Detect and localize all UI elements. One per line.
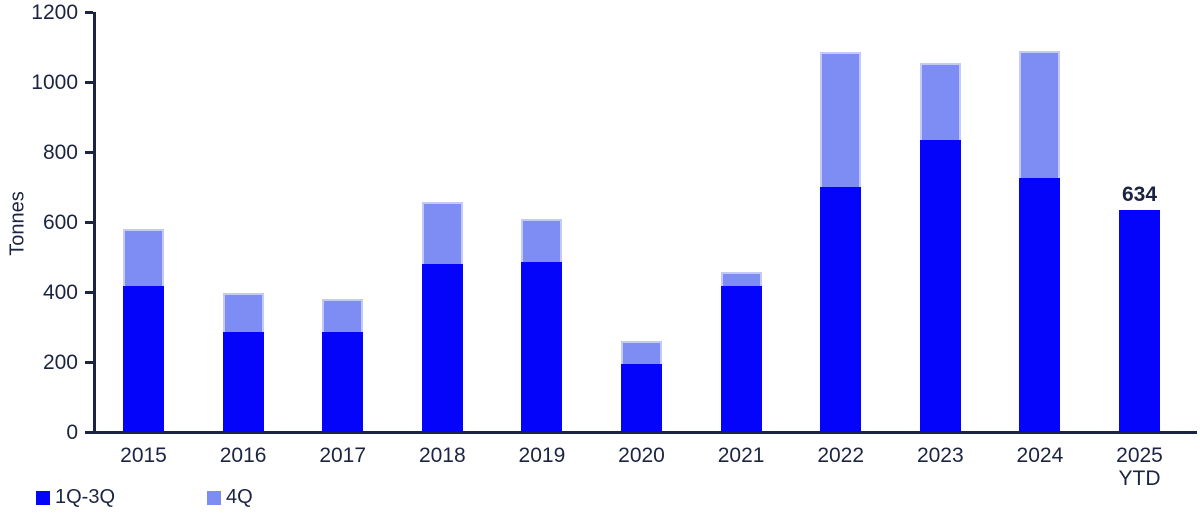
y-axis-tick: [85, 290, 93, 294]
bar-segment-1q-3q: [521, 262, 563, 432]
y-tick-label: 1200: [31, 0, 78, 24]
y-axis-tick: [85, 220, 93, 224]
legend-label-4q: 4Q: [226, 486, 253, 508]
x-tick-label: 2017: [319, 444, 367, 467]
y-tick-label: 1000: [31, 70, 78, 94]
bar-segment-4q: [919, 63, 961, 140]
bar-segment-1q-3q: [123, 286, 164, 432]
x-tick-label: 2016: [219, 444, 267, 467]
y-axis-tick: [85, 430, 93, 434]
y-tick-label: 600: [42, 210, 78, 234]
legend: 1Q-3Q 4Q: [36, 486, 253, 509]
bar-segment-4q: [521, 219, 563, 262]
x-tick-label: 2023: [916, 444, 964, 467]
bar-segment-1q-3q: [919, 140, 961, 432]
bar-segment-4q: [621, 341, 662, 364]
y-tick-label: 800: [42, 140, 78, 164]
bar-segment-4q: [322, 299, 364, 332]
x-tick-label: 2021: [717, 444, 765, 467]
x-tick-label: 2018: [418, 444, 466, 467]
bar-segment-1q-3q: [1019, 178, 1061, 432]
legend-swatch-4q: [207, 490, 222, 505]
bar-segment-1q-3q: [222, 332, 264, 432]
x-tick-label: 2024: [1016, 444, 1064, 467]
bar-segment-4q: [123, 229, 164, 286]
x-tick-label: 2020: [618, 444, 665, 467]
bar-segment-1q-3q: [421, 264, 463, 432]
bar-segment-4q: [222, 293, 264, 332]
legend-swatch-1q-3q: [36, 490, 50, 505]
bar-segment-4q: [820, 52, 862, 187]
y-axis-tick: [85, 10, 93, 14]
bar-segment-4q: [421, 202, 463, 264]
legend-label-1q-3q: 1Q-3Q: [55, 486, 116, 508]
y-tick-label: 0: [66, 420, 78, 444]
y-axis-tick: [85, 80, 93, 84]
x-axis-line: [93, 431, 1197, 434]
bar-segment-4q: [720, 272, 762, 286]
x-tick-label: 2025 YTD: [1116, 444, 1163, 490]
x-tick-label: 2022: [817, 444, 865, 467]
bar-segment-4q: [1019, 51, 1061, 178]
y-axis-line: [93, 12, 96, 434]
x-tick-label: 2019: [518, 444, 566, 467]
bar-segment-1q-3q: [322, 332, 364, 432]
bar-value-label: 634: [1121, 183, 1158, 206]
y-tick-label: 400: [42, 280, 78, 304]
bar-segment-1q-3q: [820, 187, 862, 432]
bar-segment-1q-3q: [1119, 210, 1160, 432]
x-tick-label: 2015: [120, 444, 167, 467]
bar-segment-1q-3q: [720, 286, 762, 432]
y-axis-tick: [85, 150, 93, 154]
y-axis-tick: [85, 360, 93, 364]
bar-segment-1q-3q: [621, 364, 662, 432]
y-tick-label: 200: [42, 350, 78, 374]
